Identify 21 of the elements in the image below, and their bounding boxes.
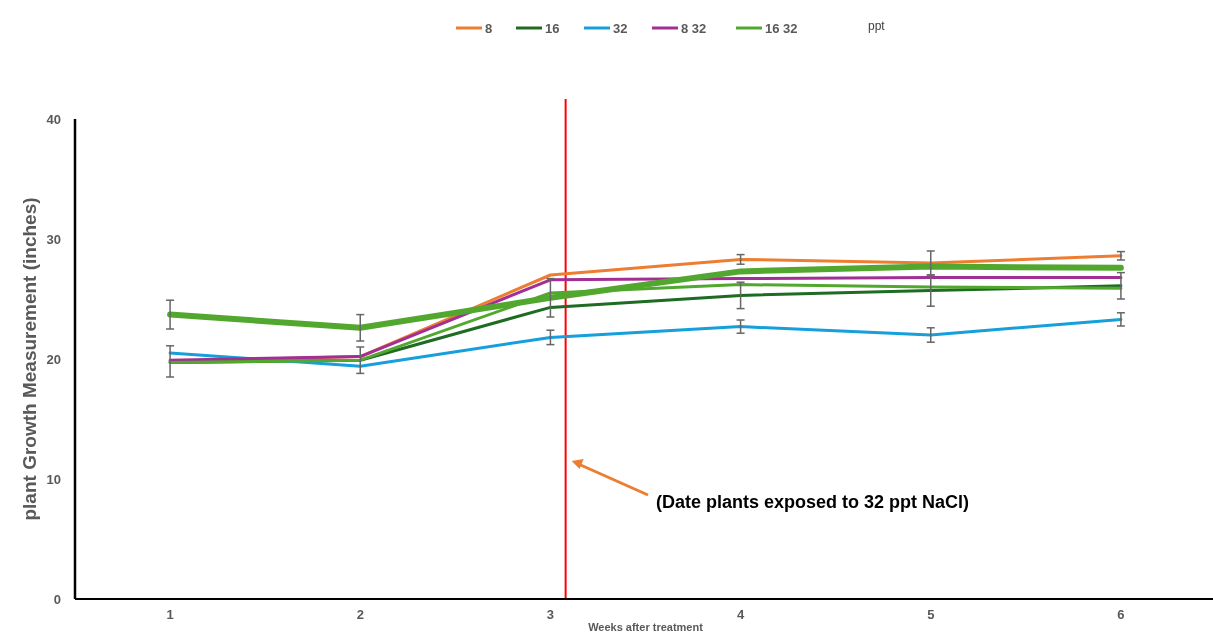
line-series xyxy=(168,317,1123,368)
annotation: (Date plants exposed to 32 ppt NaCl) xyxy=(656,492,970,512)
y-tick-label: 0 xyxy=(53,592,61,607)
x-tick-label: 3 xyxy=(546,607,555,622)
y-axis-title: plant Growth Measurement (inches) xyxy=(19,197,40,521)
x-tick-label: 6 xyxy=(1117,607,1125,622)
y-tick-label: 40 xyxy=(46,112,61,127)
legend-label: 32 xyxy=(613,21,628,36)
y-tick-label: 10 xyxy=(46,472,61,487)
legend-label: 16 32 xyxy=(765,21,798,36)
x-tick-label: 4 xyxy=(736,607,745,622)
y-tick-label: 30 xyxy=(46,232,61,247)
legend-label: 8 32 xyxy=(681,21,707,36)
x-tick-label: 1 xyxy=(166,607,174,622)
x-tick-label: 2 xyxy=(356,607,364,622)
legend-title: ppt xyxy=(868,19,886,33)
x-tick-label: 5 xyxy=(927,607,935,622)
legend-label: 16 xyxy=(545,21,560,36)
y-tick-label: 20 xyxy=(46,352,61,367)
legend-label: 8 xyxy=(485,21,493,36)
x-axis-title: Weeks after treatment xyxy=(588,621,704,633)
